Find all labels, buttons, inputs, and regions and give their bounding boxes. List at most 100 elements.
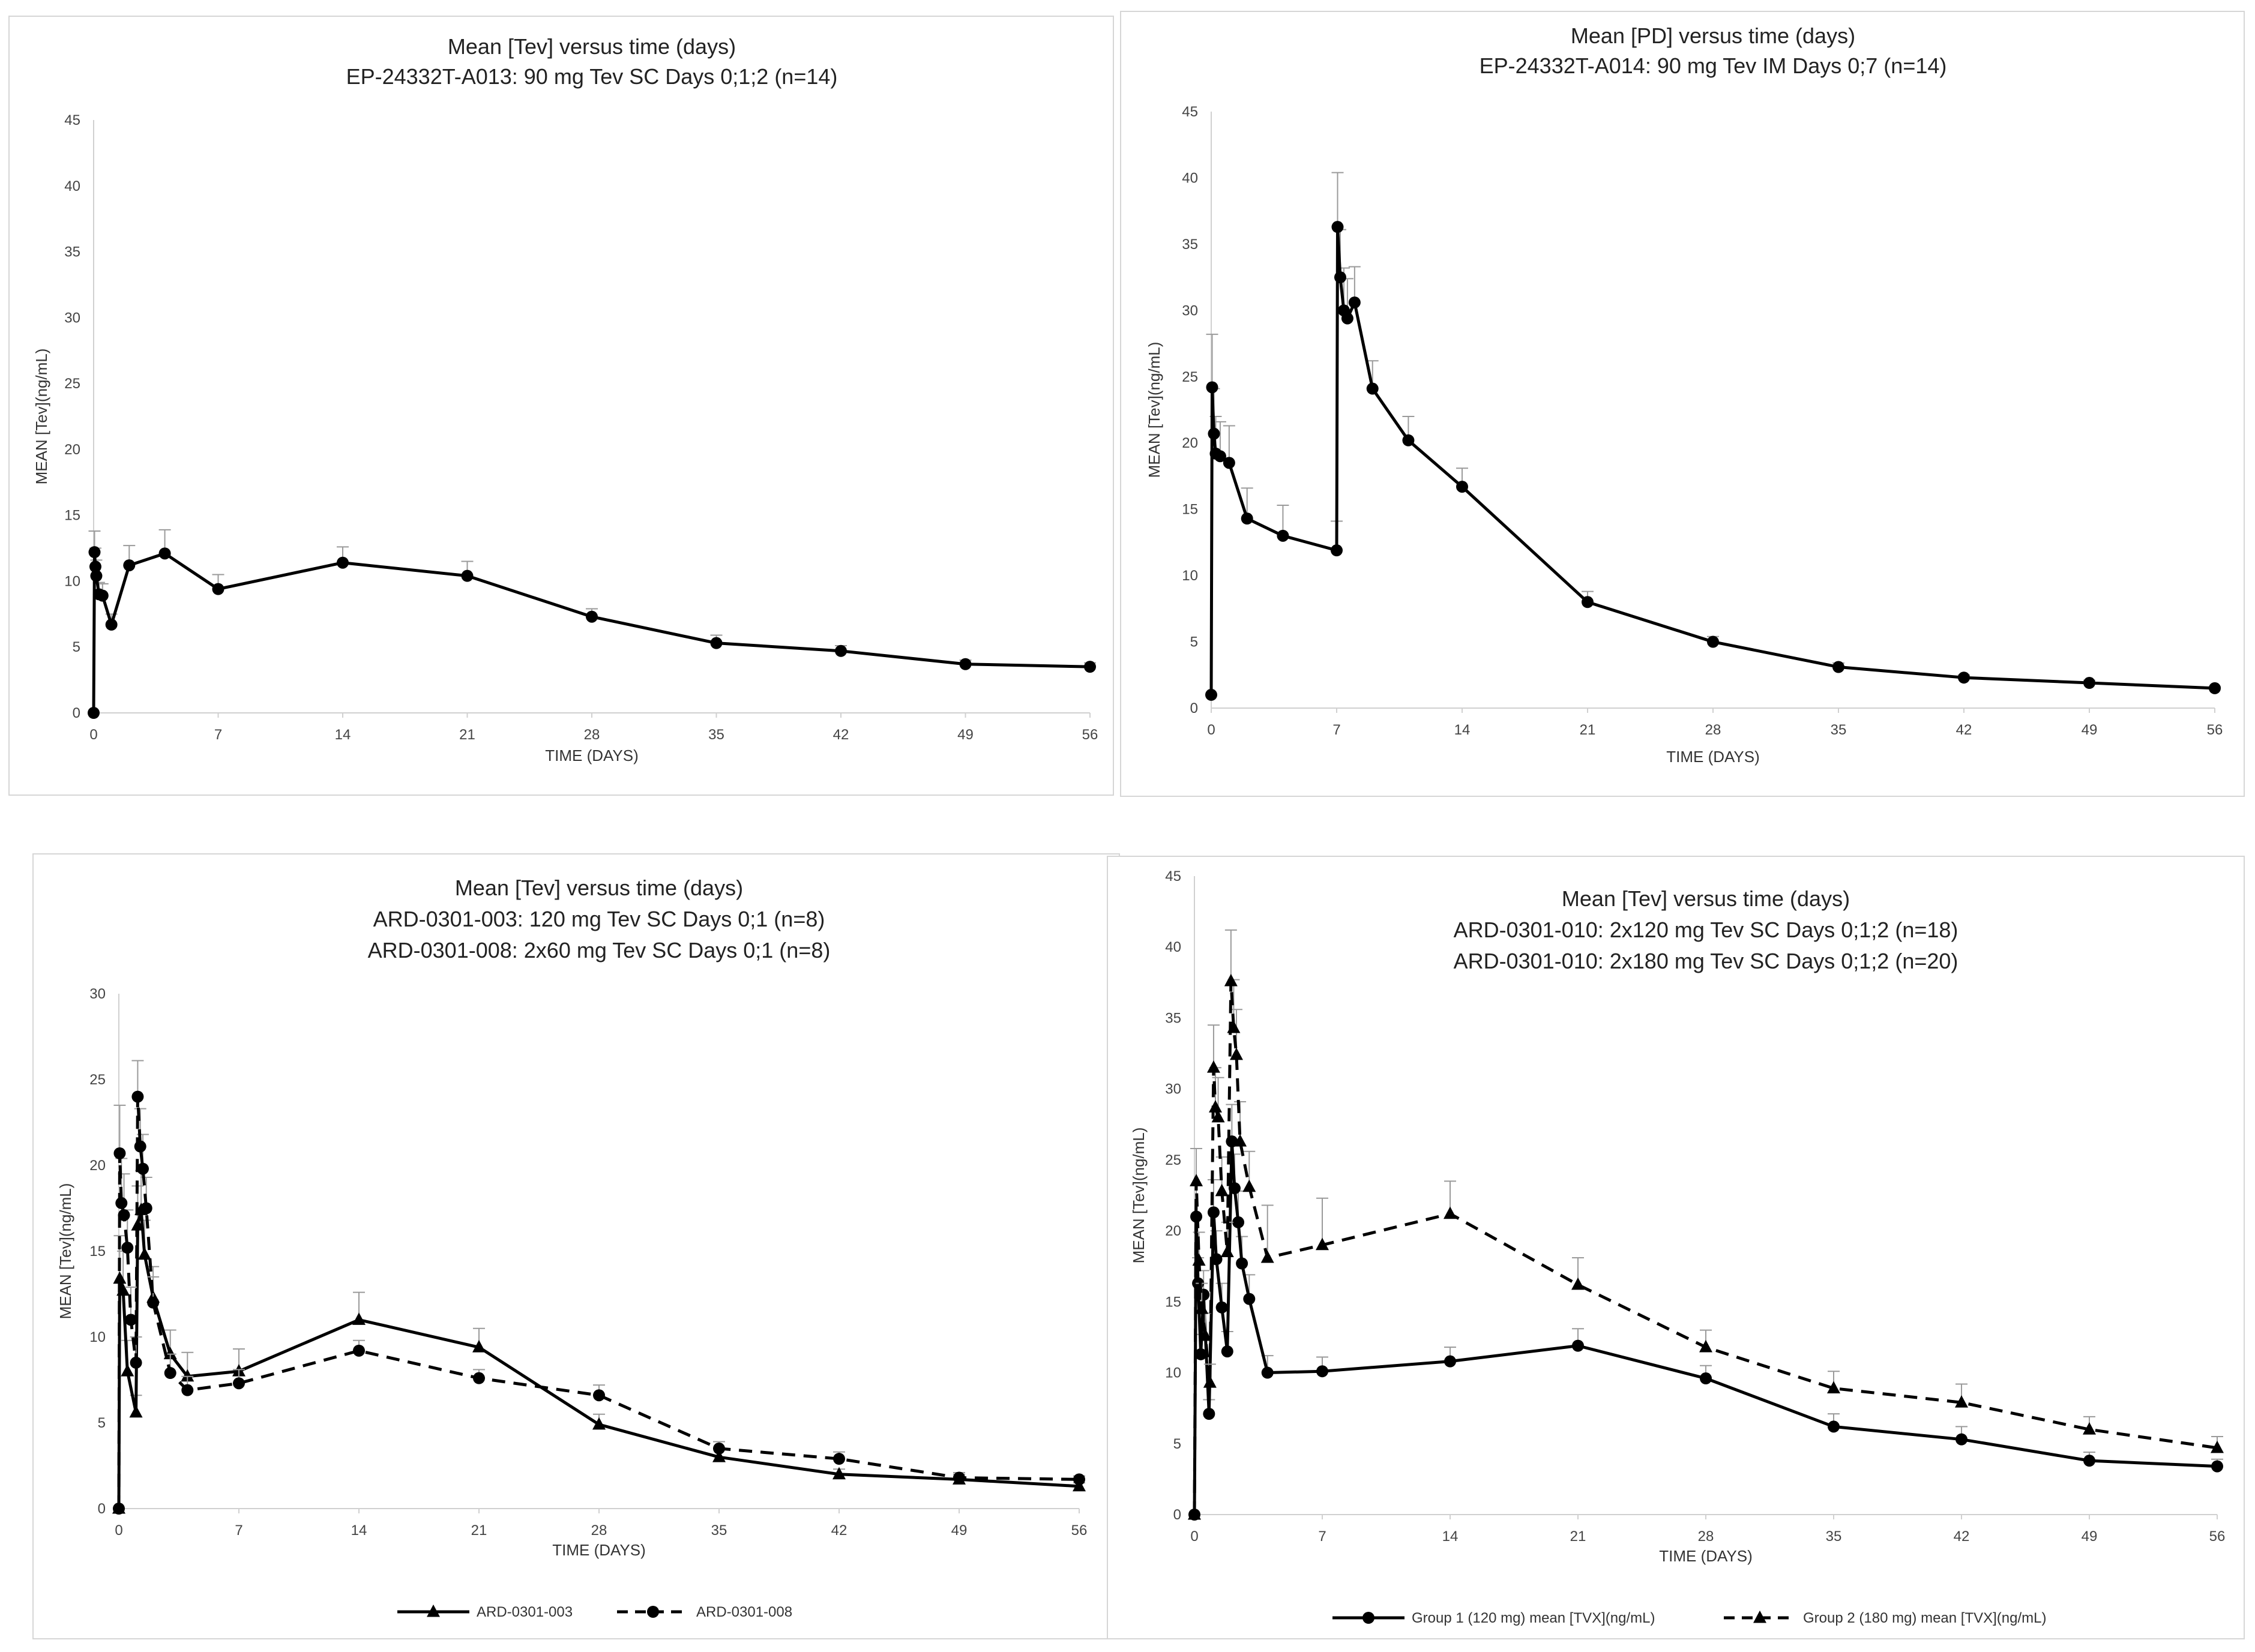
data-point	[2083, 1455, 2095, 1467]
data-point	[123, 559, 136, 572]
chart-subtitle: ARD-0301-008: 2x60 mg Tev SC Days 0;1 (n…	[368, 938, 831, 963]
y-tick-label: 40	[64, 178, 80, 194]
y-tick-label: 0	[98, 1501, 106, 1517]
data-point	[96, 589, 109, 602]
data-point	[1832, 661, 1844, 673]
data-point	[1366, 382, 1379, 395]
data-point	[593, 1389, 605, 1402]
x-tick-label: 56	[1071, 1522, 1088, 1539]
data-point	[1277, 529, 1289, 542]
y-tick-label: 15	[1165, 1294, 1181, 1310]
data-point	[959, 658, 972, 670]
data-point	[1214, 450, 1226, 463]
data-point	[1334, 271, 1346, 284]
series-2	[1188, 929, 2224, 1520]
data-point	[137, 1247, 151, 1260]
y-tick-label: 40	[1182, 170, 1198, 186]
y-tick-label: 10	[64, 573, 80, 589]
y-tick-label: 30	[1165, 1081, 1181, 1098]
data-point	[1348, 296, 1361, 309]
data-point	[1242, 1179, 1256, 1192]
data-point	[90, 569, 103, 582]
y-tick-label: 30	[89, 986, 106, 1002]
y-tick-label: 0	[1173, 1507, 1181, 1523]
y-tick-label: 10	[89, 1329, 106, 1345]
data-point	[1582, 596, 1594, 608]
x-tick-label: 42	[833, 727, 849, 743]
series-1	[1205, 172, 2221, 701]
data-point	[130, 1356, 142, 1369]
data-point	[2083, 1422, 2096, 1435]
y-tick-label: 45	[1182, 104, 1198, 120]
x-tick-label: 49	[2082, 722, 2098, 738]
x-axis-label: TIME (DAYS)	[545, 746, 639, 764]
chart-panel-ard-0301-003-008: Mean [Tev] versus time (days) ARD-0301-00…	[32, 853, 1120, 1639]
y-tick-label: 30	[64, 310, 80, 326]
x-tick-label: 7	[1318, 1528, 1326, 1545]
data-point	[2211, 1460, 2223, 1473]
x-tick-label: 21	[1570, 1528, 1586, 1545]
chart-subtitle: EP-24332T-A013: 90 mg Tev SC Days 0;1;2 …	[346, 64, 838, 89]
y-tick-label: 5	[73, 639, 80, 655]
data-point	[1195, 1302, 1209, 1314]
data-point	[835, 644, 847, 657]
y-tick-label: 40	[1165, 939, 1181, 955]
x-axis-label: TIME (DAYS)	[552, 1541, 646, 1559]
y-tick-label: 25	[1182, 369, 1198, 385]
x-tick-label: 14	[1442, 1528, 1459, 1545]
data-point	[1205, 688, 1217, 701]
data-point	[105, 618, 118, 631]
data-point	[1188, 1507, 1201, 1520]
y-axis-label: MEAN [Tev](ng/mL)	[32, 349, 50, 485]
x-tick-label: 42	[831, 1522, 848, 1539]
data-point	[1331, 221, 1344, 233]
data-point	[461, 569, 474, 582]
data-point	[1084, 661, 1096, 673]
x-tick-label: 35	[1831, 722, 1847, 738]
chart-panel-ard-0301-010: Mean [Tev] versus time (days) ARD-0301-01…	[1107, 856, 2245, 1639]
x-tick-label: 14	[1454, 722, 1471, 738]
series-line	[92, 550, 1091, 713]
data-point	[1316, 1237, 1329, 1251]
data-point	[1233, 1134, 1247, 1147]
x-tick-label: 28	[1705, 722, 1721, 738]
legend-label: Group 2 (180 mg) mean [TVX](ng/mL)	[1803, 1610, 2047, 1626]
x-tick-label: 7	[214, 727, 222, 743]
chart-title: Mean [PD] versus time (days)	[1571, 23, 1855, 48]
series-line	[1193, 979, 2218, 1515]
y-tick-label: 0	[1190, 700, 1198, 716]
data-point	[147, 1296, 160, 1309]
data-point	[1402, 434, 1415, 446]
y-tick-label: 35	[1182, 236, 1198, 253]
data-point	[953, 1471, 965, 1484]
data-point	[1955, 1433, 1967, 1446]
y-tick-label: 10	[1165, 1365, 1181, 1381]
data-point	[158, 547, 171, 560]
x-axis-label: TIME (DAYS)	[1666, 748, 1760, 766]
data-point	[1700, 1372, 1712, 1385]
x-axis-label: TIME (DAYS)	[1659, 1547, 1753, 1565]
data-point	[1316, 1365, 1328, 1378]
data-point	[181, 1369, 194, 1382]
series-1	[112, 1170, 1086, 1514]
data-point	[1206, 1060, 1220, 1073]
data-point	[118, 1209, 130, 1221]
data-point	[473, 1372, 485, 1384]
data-point	[1203, 1408, 1215, 1420]
x-tick-label: 49	[2082, 1528, 2098, 1545]
x-tick-label: 49	[951, 1522, 968, 1539]
data-point	[134, 1140, 146, 1153]
y-tick-label: 20	[1165, 1223, 1181, 1239]
legend-label: ARD-0301-008	[696, 1604, 792, 1620]
chart-subtitle: ARD-0301-010: 2x120 mg Tev SC Days 0;1;2…	[1454, 918, 1958, 942]
y-tick-label: 45	[1165, 868, 1181, 885]
data-point	[1190, 1174, 1203, 1186]
data-point	[353, 1344, 365, 1357]
data-point	[1958, 671, 1970, 684]
data-point	[1341, 312, 1353, 325]
data-point	[129, 1405, 143, 1418]
data-point	[121, 1364, 134, 1377]
y-tick-label: 15	[89, 1243, 106, 1260]
x-tick-label: 28	[584, 727, 600, 743]
y-tick-label: 20	[1182, 435, 1198, 451]
